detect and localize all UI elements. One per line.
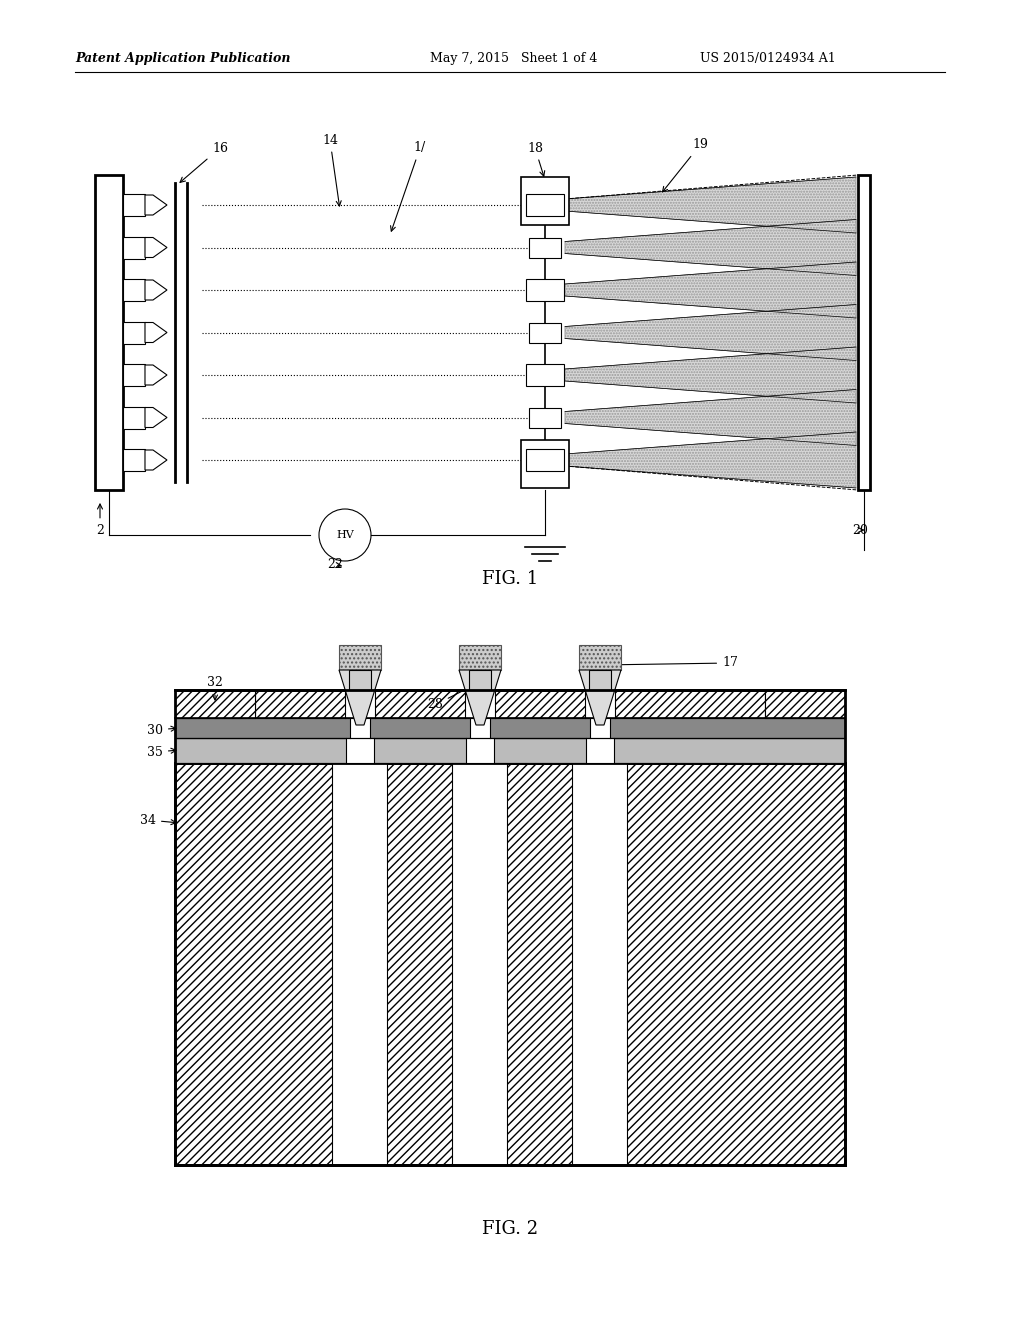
- Polygon shape: [565, 305, 855, 360]
- Polygon shape: [565, 389, 855, 446]
- Bar: [526, 449, 564, 471]
- Bar: [529, 408, 560, 428]
- Bar: [526, 194, 564, 216]
- Bar: [175, 690, 844, 1166]
- Text: 17: 17: [603, 656, 737, 669]
- Bar: [123, 194, 145, 216]
- Bar: [764, 690, 844, 718]
- Bar: [572, 763, 627, 1166]
- Text: 22: 22: [327, 558, 342, 572]
- Text: 32: 32: [207, 676, 223, 700]
- Bar: [123, 236, 145, 259]
- Polygon shape: [338, 671, 381, 725]
- Text: 30: 30: [147, 723, 176, 737]
- Polygon shape: [565, 261, 855, 318]
- Text: 1/: 1/: [390, 141, 426, 231]
- Bar: [588, 671, 610, 690]
- Bar: [350, 718, 370, 738]
- Text: FIG. 1: FIG. 1: [481, 570, 538, 587]
- Bar: [175, 690, 255, 718]
- Text: 34: 34: [140, 813, 176, 826]
- Text: 2: 2: [96, 504, 104, 536]
- Bar: [521, 440, 569, 488]
- Polygon shape: [565, 177, 855, 234]
- Polygon shape: [145, 450, 167, 470]
- Text: 19: 19: [662, 139, 707, 191]
- Text: Patent Application Publication: Patent Application Publication: [75, 51, 290, 65]
- Bar: [344, 690, 375, 718]
- Bar: [465, 690, 494, 718]
- Polygon shape: [145, 195, 167, 215]
- Bar: [586, 738, 613, 763]
- Bar: [526, 364, 564, 385]
- Text: 28: 28: [427, 684, 476, 711]
- Bar: [452, 763, 507, 1166]
- Bar: [123, 322, 145, 343]
- Bar: [123, 407, 145, 429]
- Text: 16: 16: [180, 141, 228, 182]
- Polygon shape: [565, 219, 855, 276]
- Bar: [469, 671, 490, 690]
- Bar: [338, 645, 381, 671]
- Polygon shape: [145, 280, 167, 300]
- Text: May 7, 2015   Sheet 1 of 4: May 7, 2015 Sheet 1 of 4: [430, 51, 597, 65]
- Polygon shape: [145, 238, 167, 257]
- Bar: [585, 690, 614, 718]
- Text: US 2015/0124934 A1: US 2015/0124934 A1: [699, 51, 835, 65]
- Text: 18: 18: [527, 141, 544, 176]
- Polygon shape: [145, 366, 167, 385]
- Bar: [95, 176, 123, 490]
- Polygon shape: [459, 671, 500, 725]
- Bar: [466, 738, 493, 763]
- Polygon shape: [565, 432, 855, 488]
- Bar: [175, 763, 844, 1166]
- Polygon shape: [145, 408, 167, 428]
- Bar: [470, 718, 489, 738]
- Bar: [345, 738, 374, 763]
- Text: FIG. 2: FIG. 2: [481, 1220, 538, 1238]
- Bar: [123, 364, 145, 385]
- Bar: [526, 279, 564, 301]
- Text: 20: 20: [851, 524, 867, 536]
- Bar: [521, 177, 569, 224]
- Bar: [332, 763, 387, 1166]
- Bar: [857, 176, 869, 490]
- Bar: [123, 279, 145, 301]
- Polygon shape: [565, 347, 855, 403]
- Text: 14: 14: [322, 133, 341, 206]
- Bar: [579, 645, 621, 671]
- Bar: [459, 645, 500, 671]
- Bar: [348, 671, 371, 690]
- Bar: [123, 449, 145, 471]
- Polygon shape: [579, 671, 621, 725]
- Bar: [175, 718, 844, 738]
- Bar: [529, 322, 560, 342]
- Text: HV: HV: [336, 531, 354, 540]
- Bar: [175, 738, 844, 763]
- Bar: [255, 690, 764, 718]
- Text: 36: 36: [346, 684, 363, 706]
- Polygon shape: [145, 322, 167, 342]
- Bar: [589, 718, 609, 738]
- Bar: [529, 238, 560, 257]
- Text: 35: 35: [147, 746, 176, 759]
